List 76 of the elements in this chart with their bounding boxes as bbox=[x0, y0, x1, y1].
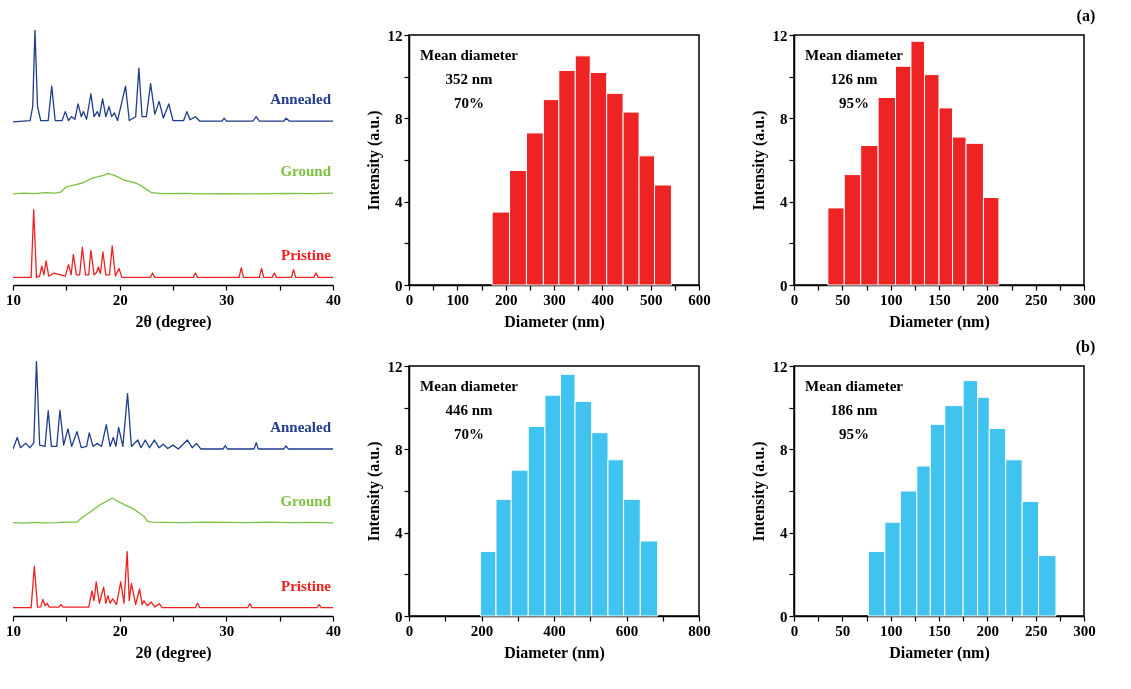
x-tick-label: 100 bbox=[446, 291, 470, 308]
y-axis-title: Intensity (a.u.) bbox=[749, 110, 768, 211]
x-tick-label: 150 bbox=[928, 622, 951, 639]
x-tick-label: 300 bbox=[1073, 291, 1096, 308]
x-axis-title: 2θ (degree) bbox=[135, 312, 212, 331]
y-tick-label: 8 bbox=[395, 441, 403, 458]
x-tick-label: 50 bbox=[835, 291, 851, 308]
x-tick-label: 200 bbox=[470, 622, 494, 639]
x-tick-label: 250 bbox=[1024, 291, 1048, 308]
x-axis-title: Diameter (nm) bbox=[504, 643, 605, 662]
series-label: Ground bbox=[280, 492, 332, 509]
x-tick-label: 250 bbox=[1024, 622, 1048, 639]
x-tick-label: 10 bbox=[6, 291, 21, 308]
x-tick-label: 100 bbox=[879, 622, 903, 639]
x-tick-label: 800 bbox=[688, 622, 711, 639]
y-tick-label: 0 bbox=[780, 277, 788, 294]
x-tick-label: 40 bbox=[326, 622, 341, 639]
y-tick-label: 12 bbox=[772, 358, 788, 375]
x-tick-label: 200 bbox=[976, 291, 1000, 308]
x-tick-label: 20 bbox=[112, 291, 128, 308]
y-tick-label: 8 bbox=[395, 110, 403, 127]
y-tick-label: 4 bbox=[780, 525, 788, 542]
y-tick-label: 4 bbox=[780, 194, 788, 211]
x-tick-label: 10 bbox=[6, 622, 21, 639]
x-tick-label: 300 bbox=[543, 291, 566, 308]
x-tick-label: 50 bbox=[835, 622, 851, 639]
x-axis-title: Diameter (nm) bbox=[889, 643, 990, 662]
annotation: Mean diameter bbox=[420, 378, 519, 394]
annotation: Mean diameter bbox=[420, 47, 519, 63]
x-axis-title: Diameter (nm) bbox=[889, 312, 990, 331]
annotation: 95% bbox=[839, 426, 869, 442]
x-tick-label: 20 bbox=[112, 622, 128, 639]
annotation: 95% bbox=[839, 95, 869, 111]
y-tick-label: 12 bbox=[772, 27, 788, 44]
x-tick-label: 200 bbox=[494, 291, 518, 308]
annotation: 126 nm bbox=[830, 71, 879, 87]
x-tick-label: 500 bbox=[639, 291, 663, 308]
x-tick-label: 40 bbox=[326, 291, 341, 308]
x-tick-label: 150 bbox=[928, 291, 951, 308]
x-tick-label: 300 bbox=[1073, 622, 1096, 639]
series-label: Annealed bbox=[270, 418, 332, 435]
y-axis-title: Intensity (a.u.) bbox=[364, 110, 383, 211]
series-label: Pristine bbox=[281, 577, 332, 594]
x-tick-label: 400 bbox=[543, 622, 566, 639]
y-tick-label: 0 bbox=[780, 608, 788, 625]
series-label: Pristine bbox=[281, 247, 332, 264]
y-tick-label: 8 bbox=[780, 110, 788, 127]
y-axis-title: Intensity (a.u.) bbox=[749, 441, 768, 542]
chart-title: (a) bbox=[1076, 7, 1096, 25]
annotation: 70% bbox=[454, 426, 484, 442]
y-tick-label: 12 bbox=[387, 358, 403, 375]
x-axis-title: Diameter (nm) bbox=[504, 312, 605, 331]
y-tick-label: 0 bbox=[395, 608, 403, 625]
y-tick-label: 12 bbox=[387, 27, 403, 44]
x-tick-label: 600 bbox=[688, 291, 711, 308]
series-label: Ground bbox=[280, 163, 332, 180]
annotation: 446 nm bbox=[445, 402, 494, 418]
y-tick-label: 0 bbox=[395, 277, 403, 294]
annotation: 70% bbox=[454, 95, 484, 111]
y-axis-title: Intensity (a.u.) bbox=[364, 441, 383, 542]
x-tick-label: 100 bbox=[879, 291, 903, 308]
annotation: 352 nm bbox=[445, 71, 494, 87]
x-tick-label: 400 bbox=[591, 291, 615, 308]
annotation: 186 nm bbox=[830, 402, 879, 418]
series-label: Annealed bbox=[270, 91, 332, 108]
y-tick-label: 8 bbox=[780, 441, 788, 458]
annotation: Mean diameter bbox=[805, 378, 904, 394]
x-tick-label: 600 bbox=[615, 622, 639, 639]
x-tick-label: 30 bbox=[219, 291, 235, 308]
y-tick-label: 4 bbox=[395, 525, 403, 542]
annotation: Mean diameter bbox=[805, 47, 904, 63]
x-axis-title: 2θ (degree) bbox=[135, 643, 212, 662]
y-tick-label: 4 bbox=[395, 194, 403, 211]
x-tick-label: 200 bbox=[976, 622, 1000, 639]
x-tick-label: 30 bbox=[219, 622, 235, 639]
chart-title: (b) bbox=[1075, 338, 1096, 356]
